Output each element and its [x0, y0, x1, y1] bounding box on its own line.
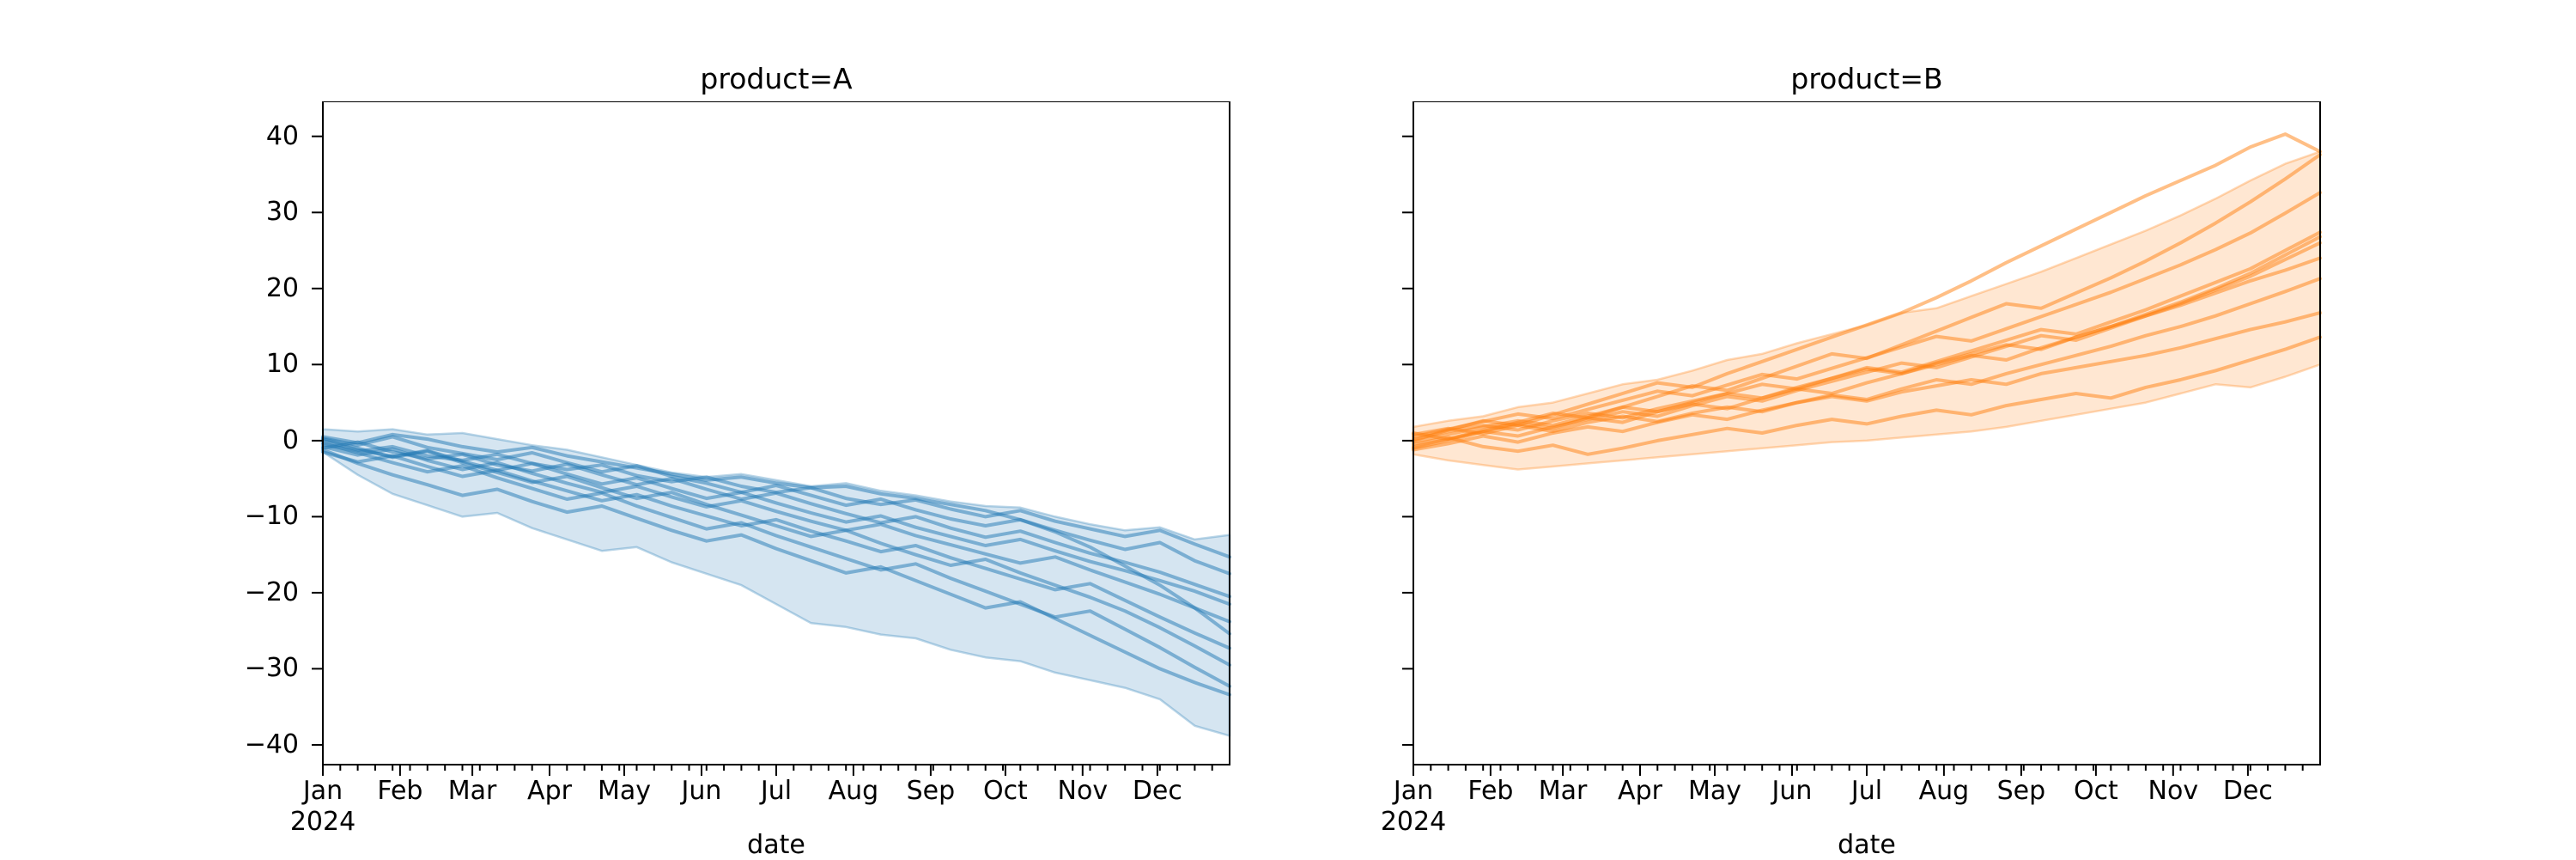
- axes-spines: [322, 101, 1230, 765]
- x-tick-year-label: 2024: [289, 807, 356, 837]
- x-tick-label: Nov: [2148, 776, 2199, 806]
- x-tick-label: Aug: [1918, 776, 1970, 806]
- x-tick-label: Jan: [1393, 776, 1434, 806]
- x-tick-label: Oct: [982, 776, 1028, 806]
- x-tick-label: Dec: [2222, 776, 2273, 806]
- axes-plot-area-a: [312, 101, 1231, 776]
- y-tick-label: 10: [265, 349, 299, 380]
- series-line-unit-3: [321, 440, 1231, 599]
- series-line-unit-7: [1412, 230, 2322, 444]
- series-line-unit-6: [321, 432, 1231, 636]
- x-tick-label: Jun: [681, 776, 722, 806]
- series-line-unit-9: [321, 441, 1231, 688]
- x-tick-label: May: [598, 776, 652, 806]
- x-tick-label: Sep: [1996, 776, 2046, 806]
- series-line-unit-3: [1412, 277, 2322, 452]
- x-tick-label: Dec: [1132, 776, 1182, 806]
- x-tick-label: Nov: [1057, 776, 1109, 806]
- x-tick-label: Feb: [377, 776, 423, 806]
- x-tick-label: May: [1688, 776, 1742, 806]
- x-tick-label: Sep: [906, 776, 956, 806]
- x-tick-label: Aug: [828, 776, 879, 806]
- y-tick-label: −40: [244, 729, 299, 759]
- x-axis-label-product-a: date: [747, 830, 805, 860]
- x-tick-label: Mar: [447, 776, 497, 806]
- x-tick-label: Jul: [760, 776, 793, 806]
- series-line-unit-8: [321, 437, 1231, 667]
- x-tick-label: Oct: [2073, 776, 2118, 806]
- axes-spines: [1413, 101, 2321, 765]
- series-line-unit-6: [1412, 235, 2322, 442]
- series-line-unit-10: [321, 448, 1231, 697]
- y-tick-label: 0: [282, 424, 299, 455]
- axes-plot-area-b: [1402, 101, 2322, 776]
- axes-title-product-b: product=B: [1790, 62, 1943, 95]
- x-tick-label: Mar: [1538, 776, 1588, 806]
- series-line-unit-7: [321, 450, 1231, 650]
- series-line-unit-1: [1412, 335, 2322, 456]
- series-line-unit-9: [1412, 153, 2322, 450]
- series-line-unit-2: [321, 435, 1231, 576]
- y-tick-label: 30: [265, 197, 299, 228]
- x-tick-label: Jan: [302, 776, 343, 806]
- y-tick-label: −20: [244, 576, 299, 607]
- y-tick-label: −10: [244, 501, 299, 532]
- x-tick-label: Apr: [1618, 776, 1662, 806]
- y-tick-label: 20: [265, 272, 299, 303]
- x-tick-year-label: 2024: [1380, 807, 1447, 837]
- y-tick-label: −30: [244, 653, 299, 684]
- x-tick-label: Apr: [527, 776, 572, 806]
- x-tick-label: Jul: [1850, 776, 1883, 806]
- series-line-unit-10: [1412, 132, 2322, 442]
- y-tick-label: 40: [265, 120, 299, 151]
- axes-title-product-a: product=A: [700, 62, 853, 95]
- x-tick-label: Feb: [1467, 776, 1514, 806]
- tick-marks: [1402, 135, 2304, 776]
- x-tick-label: Jun: [1771, 776, 1813, 806]
- x-axis-label-product-b: date: [1838, 830, 1896, 860]
- tick-marks: [312, 135, 1213, 776]
